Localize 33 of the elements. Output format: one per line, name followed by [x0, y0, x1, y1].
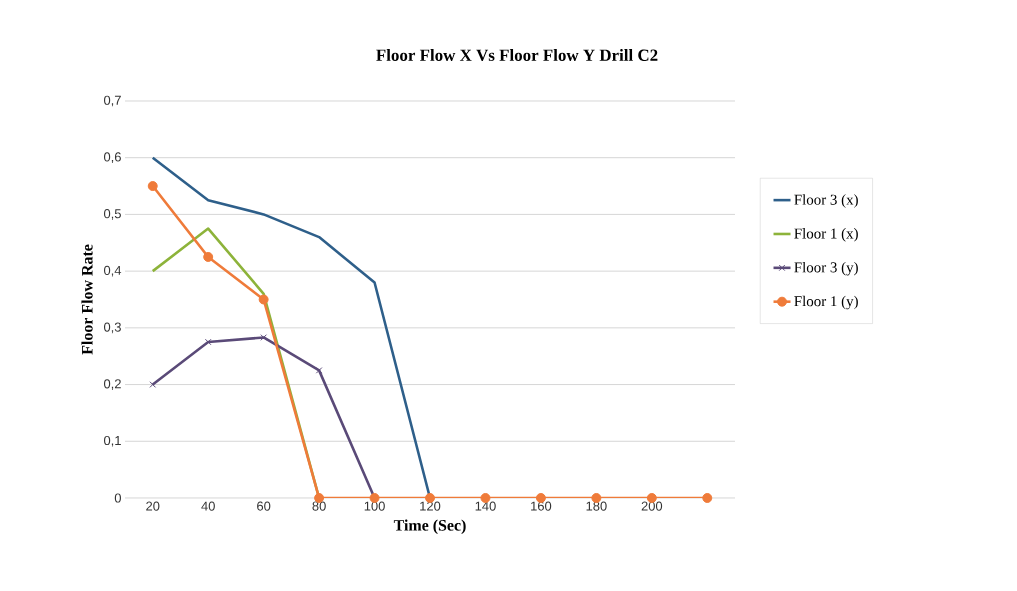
x-tick-label: 20 [146, 501, 160, 511]
y-tick-label: 0 [114, 493, 121, 503]
legend-label: Floor 3 (y) [794, 261, 858, 276]
x-tick-label: 180 [586, 501, 607, 511]
x-tick-label: 160 [531, 501, 552, 511]
legend-label: Floor 1 (x) [794, 228, 858, 242]
x-tick-label: 140 [475, 501, 496, 511]
x-axis-title: Time (Sec) [393, 519, 466, 534]
point [203, 251, 214, 262]
y-tick-label: 0,2 [103, 379, 121, 390]
chart-title: Floor Flow X Vs Floor Flow Y Drill C2 [376, 48, 658, 61]
x-tick-label: 100 [364, 501, 385, 511]
point [258, 294, 269, 305]
x-tick-label: 40 [201, 501, 215, 511]
point [204, 338, 212, 346]
legend-label: Floor 3 (x) [794, 194, 858, 208]
point [260, 334, 267, 341]
point [149, 381, 157, 388]
y-tick-label: 0,5 [103, 209, 121, 220]
point [702, 493, 713, 503]
y-tick-label: 0,3 [103, 322, 121, 334]
y-tick-label: 0,6 [103, 152, 121, 164]
y-tick-label: 0,7 [103, 95, 121, 107]
x-tick-label: 80 [312, 501, 326, 511]
y-tick-label: 0,1 [103, 435, 121, 447]
x-tick-label: 200 [641, 501, 663, 511]
x-tick-label: 120 [420, 501, 441, 511]
y-tick-label: 0,4 [103, 265, 122, 277]
y-axis-title: Floor Flow Rate [81, 244, 93, 355]
point [315, 367, 323, 374]
legend-label: Floor 1 (y) [794, 295, 858, 310]
point [147, 181, 158, 192]
x-tick-label: 60 [257, 501, 271, 511]
